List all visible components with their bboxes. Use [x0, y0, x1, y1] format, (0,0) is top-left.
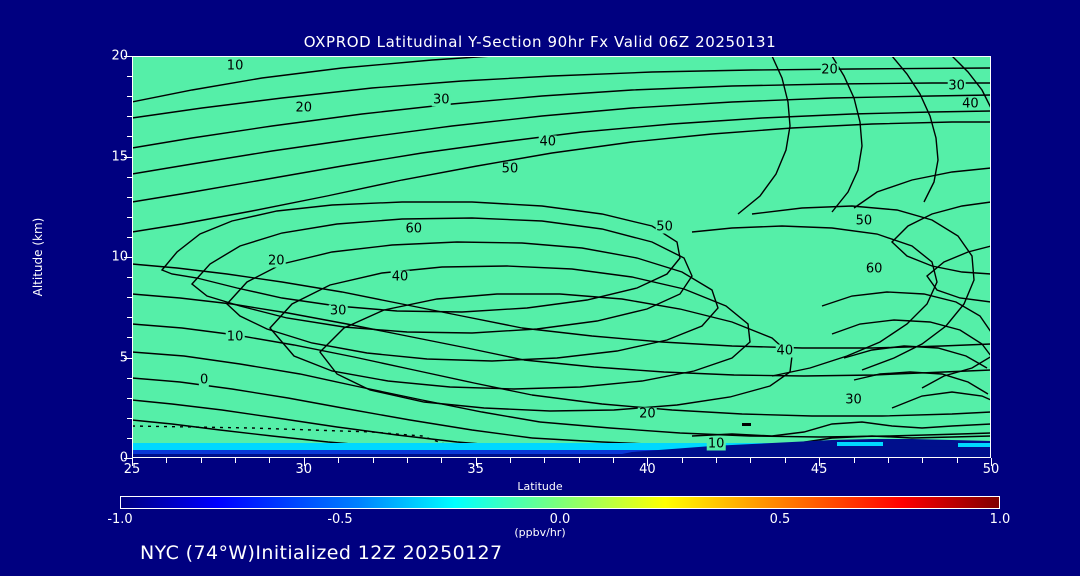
colorbar-tick-label-1: -0.5	[327, 512, 353, 527]
y-axis-label: Altitude (km)	[31, 217, 45, 297]
contour-label: 40	[961, 96, 980, 112]
y-tick-label-4: 20	[111, 48, 128, 64]
x-tick-mark	[647, 458, 649, 466]
contour-label: 10	[225, 329, 245, 345]
x-tick-mark	[887, 458, 889, 463]
x-tick-mark	[853, 458, 855, 463]
contour-fragment	[742, 423, 751, 426]
y-tick-mark	[124, 56, 132, 57]
contour-label: 50	[854, 213, 874, 229]
x-tick-mark	[784, 458, 786, 463]
x-tick-mark	[716, 458, 718, 463]
contour-label: 30	[844, 392, 863, 408]
y-tick-mark	[127, 116, 132, 118]
y-tick-mark	[127, 297, 132, 299]
x-tick-label-5: 50	[982, 462, 1000, 477]
contour-label: 40	[390, 269, 410, 285]
x-tick-mark	[819, 458, 821, 466]
x-tick-mark	[750, 458, 752, 463]
x-tick-mark	[303, 458, 305, 466]
contour-label: 40	[775, 343, 795, 359]
contour-label: 20	[820, 62, 839, 78]
surface-layers	[132, 439, 991, 458]
contour-lines	[132, 56, 991, 455]
x-tick-label-2: 35	[467, 462, 484, 477]
contour-label: 40	[538, 134, 558, 150]
x-tick-mark	[578, 458, 580, 463]
contour-label: 30	[431, 92, 451, 108]
colorbar-tick-label-2: 0.0	[549, 512, 571, 527]
contour-label: 20	[294, 100, 314, 116]
contour-label: 30	[328, 303, 348, 319]
contour-label: 10	[706, 436, 726, 452]
contour-label: 50	[500, 161, 520, 177]
x-tick-mark	[269, 458, 271, 463]
contour-label: 0	[199, 372, 210, 388]
y-tick-mark	[127, 317, 132, 319]
x-tick-mark	[922, 458, 924, 463]
x-tick-mark	[613, 458, 615, 463]
x-tick-mark	[372, 458, 374, 463]
colorbar	[120, 496, 1000, 509]
x-tick-mark	[509, 458, 511, 463]
x-tick-mark	[406, 458, 408, 463]
figure-caption: NYC (74°W)Initialized 12Z 20250127	[140, 542, 503, 564]
contour-label: 60	[404, 221, 424, 237]
x-tick-label-0: 25	[123, 462, 141, 477]
y-tick-label-0: 0	[119, 450, 128, 466]
y-tick-mark	[127, 196, 132, 198]
y-tick-mark	[124, 458, 132, 459]
y-tick-mark	[127, 437, 132, 439]
x-tick-mark	[132, 458, 133, 466]
colorbar-tick-label-0: -1.0	[107, 512, 133, 527]
contour-label: 20	[638, 406, 657, 422]
y-tick-mark	[127, 337, 132, 339]
y-tick-mark	[124, 156, 132, 158]
colorbar-unit-label: (ppbv/hr)	[514, 526, 566, 539]
y-tick-label-1: 5	[119, 350, 128, 365]
y-tick-mark	[127, 96, 132, 98]
x-tick-mark	[200, 458, 202, 463]
y-tick-mark	[127, 277, 132, 279]
y-tick-mark	[127, 417, 132, 419]
x-tick-label-1: 30	[295, 462, 313, 477]
y-tick-mark	[127, 377, 132, 379]
x-tick-mark	[475, 458, 477, 466]
contour-label: 60	[864, 261, 884, 277]
y-tick-mark	[127, 76, 132, 78]
x-tick-mark	[544, 458, 546, 463]
y-tick-mark	[127, 236, 132, 238]
x-tick-mark	[235, 458, 237, 463]
x-tick-mark	[956, 458, 958, 463]
colorbar-tick-label-4: 1.0	[989, 512, 1011, 527]
y-tick-label-2: 10	[111, 249, 128, 265]
x-tick-mark	[166, 458, 168, 463]
dashed-contour	[132, 425, 455, 458]
x-tick-label-4: 45	[810, 462, 828, 477]
contour-label: 50	[655, 219, 674, 235]
y-tick-label-3: 15	[111, 149, 128, 164]
chart-title: OXPROD Latitudinal Y-Section 90hr Fx Val…	[303, 33, 777, 51]
colorbar-tick-label-3: 0.5	[769, 512, 791, 527]
y-tick-mark	[127, 136, 132, 138]
y-tick-mark	[124, 257, 132, 258]
x-tick-mark	[338, 458, 340, 463]
x-tick-mark	[441, 458, 443, 463]
contour-label: 20	[267, 253, 286, 269]
y-tick-mark	[124, 357, 132, 359]
x-axis-label: Latitude	[517, 480, 563, 493]
contour-label: 10	[225, 58, 245, 74]
contour-label: 30	[947, 78, 966, 94]
x-tick-label-3: 40	[639, 462, 656, 477]
y-tick-mark	[127, 176, 132, 178]
y-tick-mark	[127, 216, 132, 218]
x-tick-mark	[681, 458, 683, 463]
x-tick-mark	[991, 458, 992, 466]
y-tick-mark	[127, 397, 132, 399]
